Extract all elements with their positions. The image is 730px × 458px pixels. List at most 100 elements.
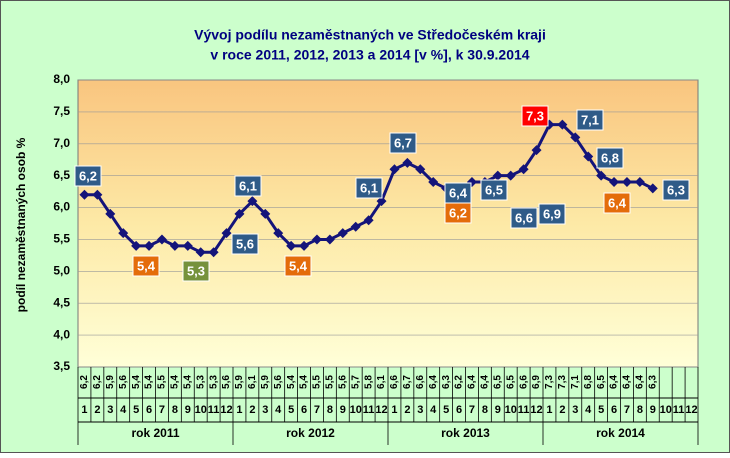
data-point <box>247 196 258 207</box>
data-label: 6,4 <box>622 375 633 389</box>
x-tick-label: 6 <box>456 404 462 416</box>
annotation-box <box>355 177 383 199</box>
y-tick-label: 8,0 <box>53 72 70 86</box>
data-point <box>311 234 322 245</box>
x-tick-label: 4 <box>585 404 592 416</box>
annotation-box <box>182 260 210 282</box>
annotation: 6,7 <box>394 135 412 150</box>
annotation: 5,4 <box>137 258 156 273</box>
y-tick-label: 7,0 <box>53 136 70 150</box>
y-tick-label: 3,5 <box>53 359 70 373</box>
data-label: 6,9 <box>531 375 542 389</box>
x-tick-label: 11 <box>208 404 220 416</box>
x-tick-label: 2 <box>94 404 100 416</box>
annotation-box <box>576 109 604 131</box>
x-group-label: rok 2013 <box>441 426 490 440</box>
x-tick-label: 11 <box>363 404 375 416</box>
annotation-box <box>603 192 631 214</box>
data-point <box>621 177 632 188</box>
data-point <box>221 228 232 239</box>
data-point <box>79 189 90 200</box>
data-point <box>634 177 645 188</box>
annotation: 6,1 <box>360 180 378 195</box>
x-tick-label: 4 <box>120 404 127 416</box>
data-label: 5,5 <box>157 375 168 389</box>
annotation-box <box>510 207 538 229</box>
data-label: 6,4 <box>428 375 439 389</box>
data-label: 5,9 <box>234 375 245 389</box>
data-label: 6,4 <box>609 375 620 389</box>
x-tick-label: 12 <box>530 404 542 416</box>
data-label: 6,8 <box>583 375 594 389</box>
data-point <box>234 208 245 219</box>
data-label: 5,4 <box>182 375 193 389</box>
x-tick-label: 7 <box>314 404 320 416</box>
x-tick-label: 8 <box>327 404 333 416</box>
x-tick-label: 6 <box>301 404 307 416</box>
data-point <box>557 119 568 130</box>
annotation: 6,6 <box>515 210 533 225</box>
data-label: 5,6 <box>337 375 348 389</box>
y-tick-label: 6,5 <box>53 168 70 182</box>
data-label: 6,5 <box>596 375 607 389</box>
annotation: 6,4 <box>608 195 627 210</box>
data-label: 7,3 <box>544 375 555 389</box>
x-tick-label: 9 <box>340 404 346 416</box>
x-tick-label: 1 <box>391 404 397 416</box>
data-label: 5,4 <box>131 375 142 389</box>
data-point <box>505 170 516 181</box>
data-label: 6,6 <box>518 375 529 389</box>
chart-subtitle: v roce 2011, 2012, 2013 a 2014 [v %], k … <box>210 47 529 63</box>
data-point <box>286 240 297 251</box>
x-tick-label: 3 <box>572 404 578 416</box>
data-point <box>518 164 529 175</box>
x-tick-label: 11 <box>518 404 530 416</box>
x-tick-label: 2 <box>249 404 255 416</box>
x-tick-label: 5 <box>598 404 604 416</box>
data-label: 5,4 <box>299 375 310 389</box>
data-point <box>389 164 400 175</box>
x-group-label: rok 2014 <box>596 426 645 440</box>
data-label: 5,4 <box>286 375 297 389</box>
data-label: 5,3 <box>195 375 206 389</box>
x-tick-label: 9 <box>495 404 501 416</box>
data-label: 6,2 <box>454 375 465 389</box>
data-point <box>363 215 374 226</box>
data-label: 6,7 <box>402 375 413 389</box>
x-tick-label: 4 <box>275 404 282 416</box>
data-label: 5,5 <box>312 375 323 389</box>
data-label: 7,1 <box>570 375 581 389</box>
data-point <box>350 221 361 232</box>
x-tick-label: 2 <box>559 404 565 416</box>
y-tick-label: 6,0 <box>53 200 70 214</box>
annotation-box <box>132 255 160 277</box>
x-tick-label: 8 <box>637 404 643 416</box>
data-label: 6,6 <box>415 375 426 389</box>
data-point <box>583 151 594 162</box>
annotation-box <box>74 165 102 187</box>
data-label: 6,4 <box>480 375 491 389</box>
data-point <box>144 240 155 251</box>
data-label: 5,5 <box>325 375 336 389</box>
data-label: 5,6 <box>118 375 129 389</box>
annotation: 6,2 <box>449 205 467 220</box>
x-tick-label: 4 <box>430 404 437 416</box>
annotation-box <box>521 105 549 127</box>
data-point <box>337 228 348 239</box>
x-tick-label: 3 <box>107 404 113 416</box>
annotation-box <box>231 233 259 255</box>
annotation-box <box>444 202 472 224</box>
x-tick-label: 5 <box>443 404 449 416</box>
annotation: 6,5 <box>485 182 503 197</box>
data-point <box>105 208 116 219</box>
data-label: 5,3 <box>208 375 219 389</box>
data-point <box>208 247 219 258</box>
annotation-box <box>480 179 508 201</box>
data-label: 5,4 <box>170 375 181 389</box>
data-point <box>131 240 142 251</box>
y-tick-label: 5,0 <box>53 264 70 278</box>
data-label: 5,6 <box>221 375 232 389</box>
data-label: 6,4 <box>635 375 646 389</box>
x-tick-label: 8 <box>172 404 178 416</box>
